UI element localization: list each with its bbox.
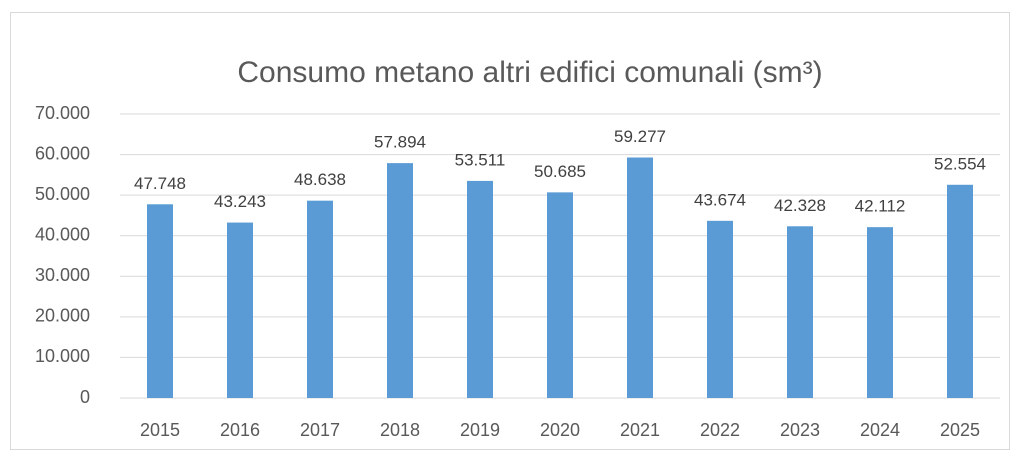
y-tick-label: 10.000 (35, 346, 90, 366)
y-tick-label: 0 (80, 387, 90, 407)
chart-frame (10, 12, 1010, 450)
x-tick-label: 2025 (940, 420, 980, 440)
bar (387, 163, 413, 398)
y-tick-label: 40.000 (35, 224, 90, 244)
x-tick-label: 2017 (300, 420, 340, 440)
x-tick-label: 2019 (460, 420, 500, 440)
data-label: 52.554 (934, 154, 986, 173)
x-tick-label: 2018 (380, 420, 420, 440)
data-label: 43.243 (214, 192, 266, 211)
y-tick-label: 30.000 (35, 265, 90, 285)
bar (787, 226, 813, 398)
data-label: 47.748 (134, 174, 186, 193)
x-tick-label: 2023 (780, 420, 820, 440)
y-tick-label: 70.000 (35, 103, 90, 123)
data-label: 57.894 (374, 133, 426, 152)
data-label: 59.277 (614, 127, 666, 146)
x-tick-label: 2022 (700, 420, 740, 440)
data-label: 42.328 (774, 196, 826, 215)
bar (467, 180, 493, 398)
bar (307, 200, 333, 398)
x-tick-label: 2016 (220, 420, 260, 440)
data-label: 53.511 (455, 150, 506, 169)
x-tick-label: 2021 (620, 420, 660, 440)
data-label: 42.112 (855, 197, 906, 216)
bar (947, 184, 973, 398)
data-label: 48.638 (294, 170, 346, 189)
bar (867, 227, 893, 398)
x-tick-label: 2024 (860, 420, 900, 440)
bar (547, 192, 573, 398)
x-tick-label: 2015 (140, 420, 180, 440)
x-tick-label: 2020 (540, 420, 580, 440)
chart-title: Consumo metano altri edifici comunali (s… (237, 56, 822, 89)
data-label: 50.685 (534, 162, 586, 181)
y-tick-label: 60.000 (35, 143, 90, 163)
bar (627, 157, 653, 398)
bar (707, 220, 733, 398)
bar (147, 204, 173, 398)
y-tick-label: 20.000 (35, 306, 90, 326)
data-label: 43.674 (694, 190, 746, 209)
bar (227, 222, 253, 398)
y-tick-label: 50.000 (35, 184, 90, 204)
